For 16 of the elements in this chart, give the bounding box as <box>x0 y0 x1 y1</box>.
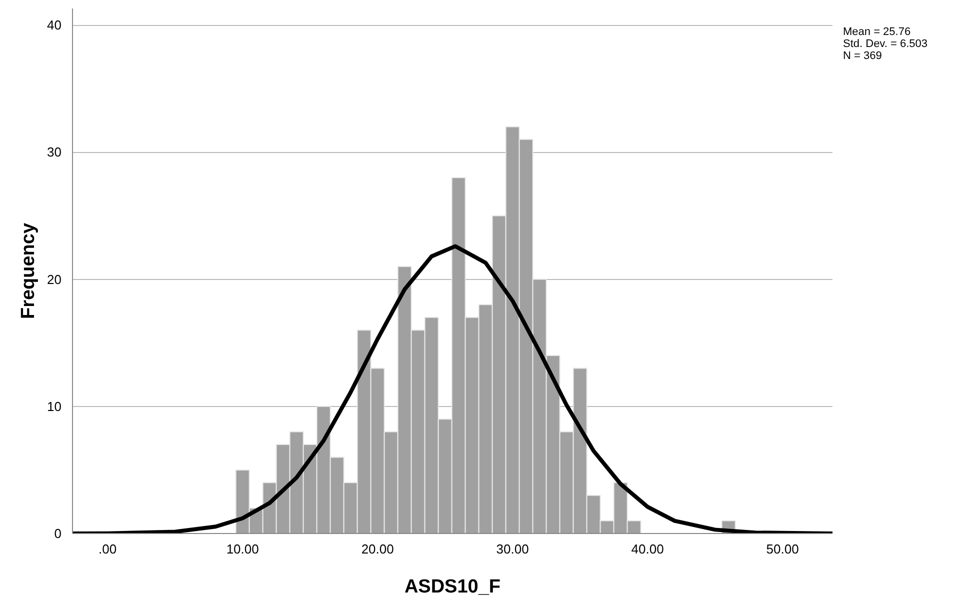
x-tick-label: 10.00 <box>226 542 259 556</box>
y-tick-label: 0 <box>54 526 62 541</box>
y-tick-label: 20 <box>47 272 62 287</box>
y-tick-label: 40 <box>47 18 62 33</box>
y-tick-label: 10 <box>47 398 62 414</box>
text: N = 369 <box>843 50 882 62</box>
y-axis-title: Frequency <box>18 222 40 320</box>
x-axis-title: ASDS10_F <box>404 576 501 598</box>
x-tick-label: .00 <box>98 542 117 556</box>
y-tick-label: 30 <box>47 144 62 160</box>
text: Std. Dev. = 6.503 <box>843 38 928 50</box>
x-tick-label: 50.00 <box>766 542 799 556</box>
text: Mean = 25.76 <box>843 26 911 38</box>
x-tick-label: 30.00 <box>496 542 529 556</box>
x-tick-label: 40.00 <box>631 542 664 556</box>
x-tick-label: 20.00 <box>361 542 394 556</box>
